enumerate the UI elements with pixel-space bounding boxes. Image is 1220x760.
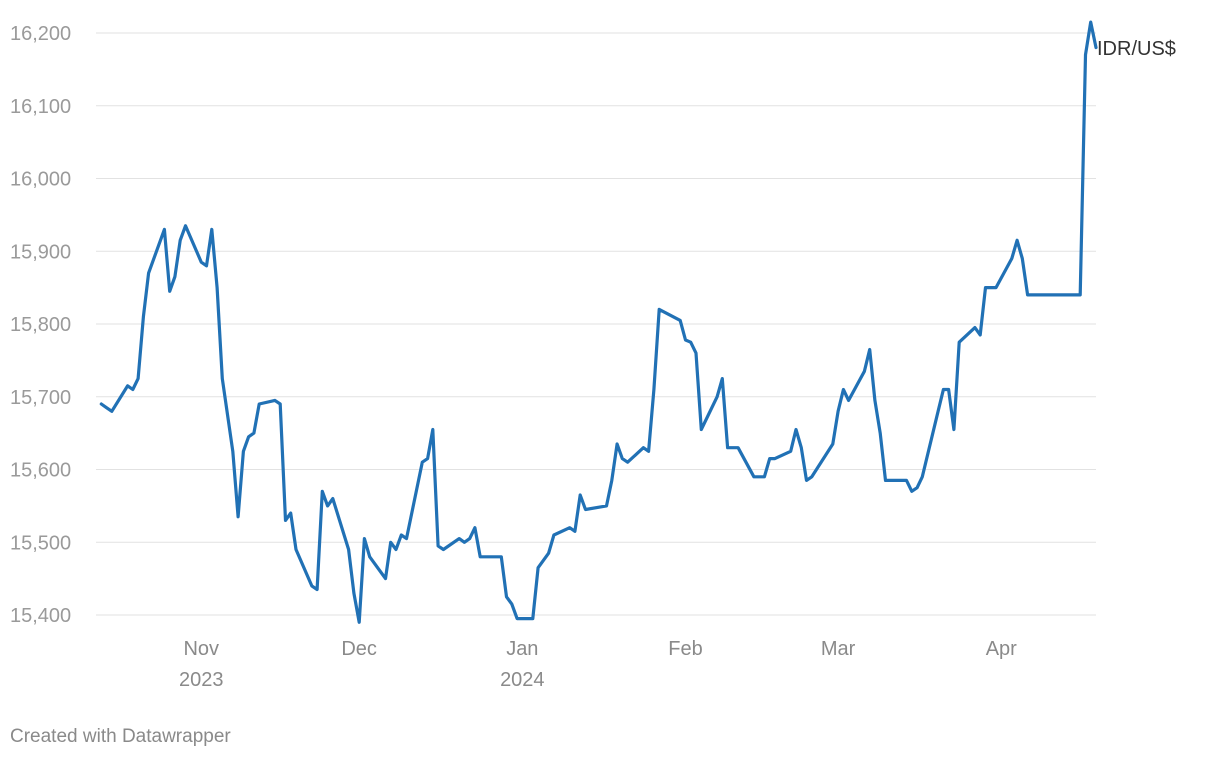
y-tick-label: 15,600 <box>10 460 71 482</box>
series-label: IDR/US$ <box>1097 38 1176 60</box>
x-tick-label: Apr <box>986 638 1017 660</box>
y-tick-label: 15,800 <box>10 314 71 336</box>
x-tick-year-label: 2024 <box>500 669 545 691</box>
y-tick-label: 16,200 <box>10 23 71 45</box>
line-chart: 15,400 15,500 15,600 15,700 15,800 15,900 16,0… <box>10 20 1176 691</box>
x-tick-label: Jan <box>506 638 538 660</box>
y-tick-label: 15,500 <box>10 532 71 554</box>
x-tick-label: Dec <box>341 638 377 660</box>
x-axis: Nov 2023 Dec Jan 2024 Feb Mar Apr <box>179 638 1017 691</box>
y-tick-label: 15,400 <box>10 605 71 627</box>
gridlines <box>96 32 1096 616</box>
y-tick-label: 16,100 <box>10 96 71 118</box>
y-tick-label: 15,900 <box>10 241 71 263</box>
y-tick-label: 15,700 <box>10 387 71 409</box>
y-tick-label: 16,000 <box>10 169 71 191</box>
x-tick-label: Mar <box>821 638 856 660</box>
x-tick-label: Nov <box>183 638 219 660</box>
x-tick-year-label: 2023 <box>179 669 224 691</box>
x-tick-label: Feb <box>668 638 702 660</box>
series-line-idr-usd <box>99 20 1098 624</box>
footer-credit: Created with Datawrapper <box>10 726 231 747</box>
y-axis: 15,400 15,500 15,600 15,700 15,800 15,900 16,0… <box>10 23 71 627</box>
